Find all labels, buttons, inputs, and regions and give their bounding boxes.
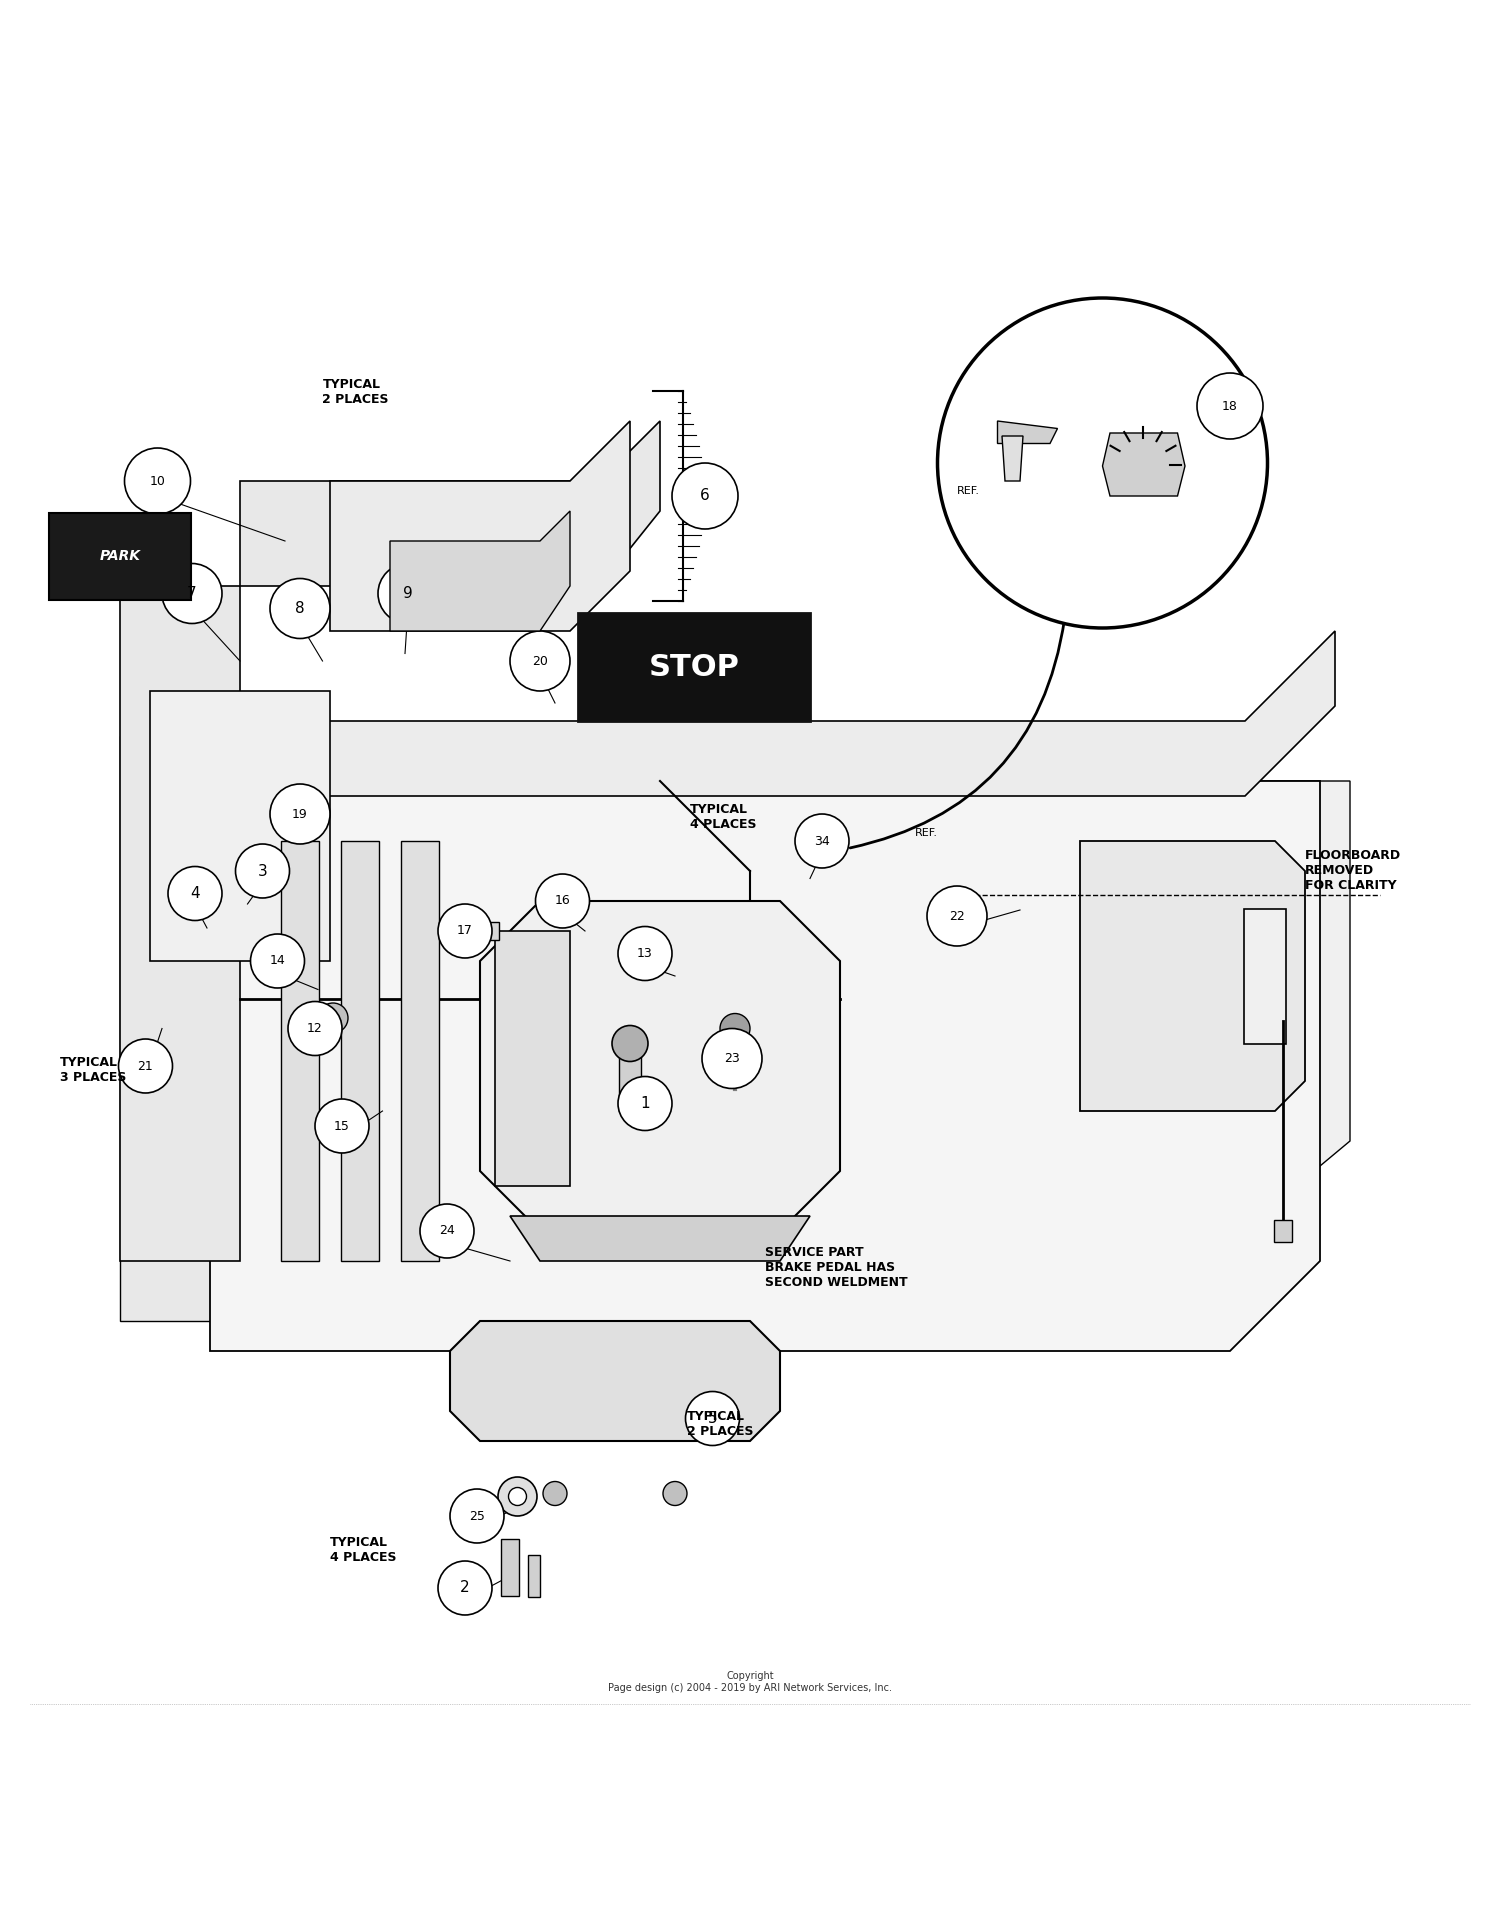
Polygon shape xyxy=(510,1217,810,1261)
Circle shape xyxy=(543,1482,567,1505)
Circle shape xyxy=(124,448,190,513)
Circle shape xyxy=(618,926,672,980)
Text: 7: 7 xyxy=(188,586,196,602)
Polygon shape xyxy=(390,511,570,630)
Text: 17: 17 xyxy=(458,924,472,938)
Bar xyxy=(618,1051,642,1111)
Text: 34: 34 xyxy=(815,834,830,848)
Polygon shape xyxy=(180,780,1350,1292)
Text: 23: 23 xyxy=(724,1051,740,1065)
Bar xyxy=(578,613,810,721)
Text: 9: 9 xyxy=(404,586,412,602)
Circle shape xyxy=(162,563,222,623)
Circle shape xyxy=(270,784,330,844)
Text: 14: 14 xyxy=(270,955,285,967)
Polygon shape xyxy=(210,780,1320,1351)
Circle shape xyxy=(438,903,492,957)
Polygon shape xyxy=(998,421,1058,444)
Text: 25: 25 xyxy=(470,1509,484,1522)
Polygon shape xyxy=(225,630,1335,796)
Bar xyxy=(340,842,378,1261)
Circle shape xyxy=(686,1392,740,1445)
Circle shape xyxy=(251,934,305,988)
Text: 13: 13 xyxy=(638,948,652,959)
Circle shape xyxy=(288,1001,342,1055)
Polygon shape xyxy=(480,901,840,1230)
Text: 10: 10 xyxy=(150,475,165,488)
Text: 4: 4 xyxy=(190,886,200,901)
Circle shape xyxy=(420,1203,474,1259)
Polygon shape xyxy=(1102,432,1185,496)
Text: 12: 12 xyxy=(308,1023,322,1036)
Bar xyxy=(402,842,439,1261)
Polygon shape xyxy=(495,930,570,1186)
Circle shape xyxy=(118,1040,172,1094)
Circle shape xyxy=(927,886,987,946)
Circle shape xyxy=(498,1476,537,1516)
Polygon shape xyxy=(120,586,240,1261)
Bar xyxy=(1274,1220,1292,1242)
Bar xyxy=(282,842,318,1261)
Polygon shape xyxy=(1002,436,1023,480)
Text: TYPICAL
2 PLACES: TYPICAL 2 PLACES xyxy=(687,1411,753,1438)
Text: 2: 2 xyxy=(460,1580,470,1595)
Text: REF.: REF. xyxy=(915,828,938,838)
Text: TYPICAL
3 PLACES: TYPICAL 3 PLACES xyxy=(60,1055,126,1084)
Text: 15: 15 xyxy=(334,1119,350,1132)
Circle shape xyxy=(938,298,1268,628)
Text: SERVICE PART
BRAKE PEDAL HAS
SECOND WELDMENT: SERVICE PART BRAKE PEDAL HAS SECOND WELD… xyxy=(765,1245,908,1290)
Circle shape xyxy=(438,1561,492,1614)
Bar xyxy=(454,923,500,940)
Text: 20: 20 xyxy=(532,655,548,667)
Circle shape xyxy=(378,563,438,623)
Text: 19: 19 xyxy=(292,807,308,821)
Circle shape xyxy=(795,815,849,869)
Circle shape xyxy=(536,875,590,928)
Circle shape xyxy=(315,1099,369,1153)
Bar xyxy=(48,513,192,600)
Polygon shape xyxy=(240,421,660,586)
Circle shape xyxy=(270,579,330,638)
Text: FLOORBOARD
REMOVED
FOR CLARITY: FLOORBOARD REMOVED FOR CLARITY xyxy=(1305,848,1401,892)
Bar xyxy=(1244,909,1286,1044)
Circle shape xyxy=(1197,373,1263,438)
Circle shape xyxy=(618,1076,672,1130)
Polygon shape xyxy=(1080,842,1305,1111)
Circle shape xyxy=(236,844,290,898)
Polygon shape xyxy=(450,1320,780,1442)
Text: 6: 6 xyxy=(700,488,709,504)
Text: 5: 5 xyxy=(708,1411,717,1426)
Circle shape xyxy=(672,463,738,529)
Text: PARK: PARK xyxy=(99,550,141,563)
Polygon shape xyxy=(330,421,630,630)
Text: 16: 16 xyxy=(555,894,570,907)
Text: Copyright
Page design (c) 2004 - 2019 by ARI Network Services, Inc.: Copyright Page design (c) 2004 - 2019 by… xyxy=(608,1672,892,1693)
Polygon shape xyxy=(150,692,330,961)
Text: TYPICAL
4 PLACES: TYPICAL 4 PLACES xyxy=(690,803,756,830)
Circle shape xyxy=(168,867,222,921)
Circle shape xyxy=(702,1028,762,1088)
Text: 21: 21 xyxy=(138,1059,153,1072)
Text: REF.: REF. xyxy=(957,486,980,496)
Text: 8: 8 xyxy=(296,602,304,615)
Text: TYPICAL
2 PLACES: TYPICAL 2 PLACES xyxy=(322,379,388,406)
Circle shape xyxy=(510,630,570,692)
Text: 22: 22 xyxy=(950,909,964,923)
Circle shape xyxy=(720,1013,750,1044)
Circle shape xyxy=(612,1026,648,1061)
Circle shape xyxy=(663,1482,687,1505)
Text: 3: 3 xyxy=(258,863,267,878)
Bar xyxy=(501,1538,519,1595)
Circle shape xyxy=(450,1490,504,1543)
Text: 18: 18 xyxy=(1222,400,1238,413)
Text: 24: 24 xyxy=(440,1224,454,1238)
Circle shape xyxy=(318,1003,348,1032)
Text: STOP: STOP xyxy=(648,652,740,682)
Polygon shape xyxy=(120,736,330,1320)
Text: TYPICAL
4 PLACES: TYPICAL 4 PLACES xyxy=(330,1536,396,1565)
Circle shape xyxy=(509,1488,526,1505)
Text: 1: 1 xyxy=(640,1096,650,1111)
Bar xyxy=(528,1555,540,1597)
